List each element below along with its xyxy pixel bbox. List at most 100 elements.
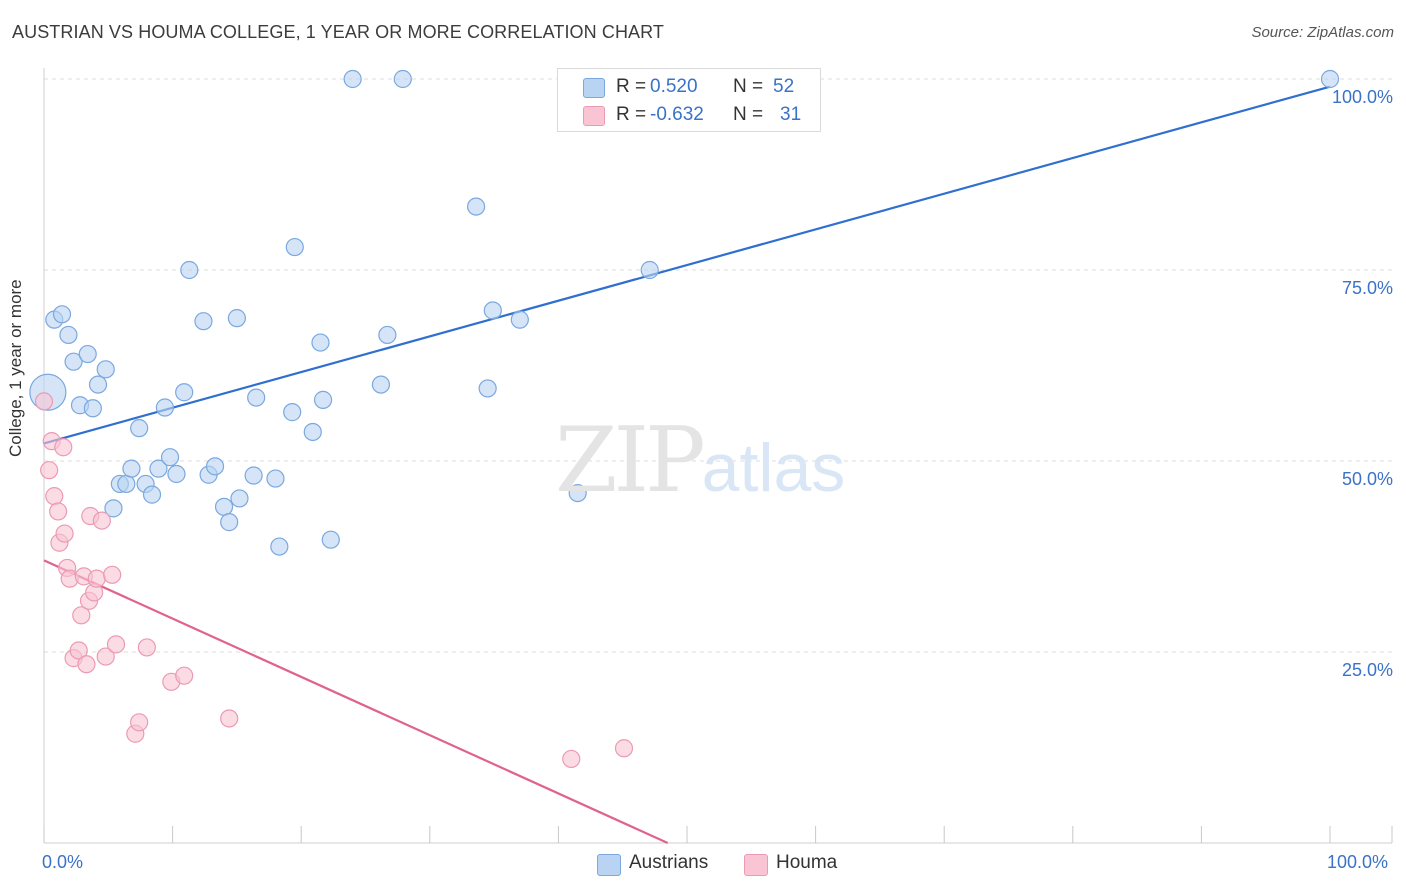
austrians-point-22 xyxy=(180,260,199,280)
r-label: R = xyxy=(616,104,647,125)
austrians-point-4 xyxy=(64,352,83,371)
y-axis-label: College, 1 year or more xyxy=(6,279,25,457)
austrians-point-8 xyxy=(88,375,108,394)
austrians-point-18 xyxy=(155,398,174,417)
houma-point-29 xyxy=(562,749,581,769)
austrians-point-20 xyxy=(167,464,186,484)
x-tick-label-0: 0.0% xyxy=(42,852,84,872)
houma-point-21 xyxy=(103,565,122,584)
austrians-point-46 xyxy=(483,301,502,320)
n-label: N = xyxy=(733,104,764,125)
austrians-point-17 xyxy=(149,459,168,478)
houma-point-14 xyxy=(77,655,96,674)
austrians-point-23 xyxy=(194,312,213,331)
austrians-swatch xyxy=(583,78,605,98)
austrians-legend-label: Austrians xyxy=(629,852,709,873)
houma-point-4 xyxy=(49,502,68,521)
y-tick-label-100: 100.0% xyxy=(1331,87,1393,107)
y-tick-label-50: 50.0% xyxy=(1341,469,1393,489)
austrians-point-35 xyxy=(285,237,304,257)
austrians-r-value: 0.520 xyxy=(650,76,698,97)
austrians-point-28 xyxy=(227,309,246,328)
houma-r-value: -0.632 xyxy=(650,104,704,125)
houma-legend-label: Houma xyxy=(776,852,838,873)
axes xyxy=(43,68,1393,844)
austrians-point-12 xyxy=(117,474,136,494)
houma-point-1 xyxy=(40,461,59,480)
austrians-point-29 xyxy=(230,489,249,508)
austrians-point-49 xyxy=(640,260,659,280)
correlation-legend: R = 0.520 N = 52 R = -0.632 N = 31 xyxy=(557,68,821,132)
austrians-point-48 xyxy=(568,483,587,503)
houma-legend-swatch xyxy=(744,854,768,876)
austrians-point-43 xyxy=(393,69,412,89)
gridlines xyxy=(44,78,1392,653)
austrians-point-37 xyxy=(311,333,330,352)
austrians-point-16 xyxy=(142,485,162,504)
houma-n-value: 31 xyxy=(780,104,802,125)
watermark: ZIPatlas xyxy=(555,408,845,513)
houma-point-19 xyxy=(92,511,111,530)
n-label: N = xyxy=(733,76,764,97)
austrians-point-9 xyxy=(96,360,115,379)
austrians-n-value: 52 xyxy=(773,76,795,97)
austrians-point-51 xyxy=(1320,69,1340,89)
houma-point-3 xyxy=(45,487,64,506)
houma-trend-line xyxy=(43,559,669,845)
x-tick-label-100: 100.0% xyxy=(1327,852,1389,872)
austrians-trend-line xyxy=(43,85,1331,445)
austrians-point-32 xyxy=(266,469,285,488)
legend-row-houma: R = -0.632 N = 31 xyxy=(558,101,820,129)
r-label: R = xyxy=(616,76,647,97)
austrians-point-25 xyxy=(205,457,225,476)
houma-point-20 xyxy=(96,647,115,666)
austrians-point-45 xyxy=(478,379,497,398)
houma-point-7 xyxy=(55,524,74,543)
austrians-point-30 xyxy=(244,466,263,485)
houma-point-11 xyxy=(69,641,88,660)
austrians-point-39 xyxy=(321,530,340,549)
austrians-point-7 xyxy=(83,399,102,418)
houma-point-0 xyxy=(34,392,54,411)
source-credit: Source: ZipAtlas.com xyxy=(1251,24,1394,41)
austrians-point-2 xyxy=(52,305,72,324)
houma-point-6 xyxy=(54,438,73,457)
houma-point-12 xyxy=(72,606,91,625)
austrians-point-42 xyxy=(378,325,397,345)
legend-row-austrians: R = 0.520 N = 52 xyxy=(558,73,820,101)
watermark-atlas: atlas xyxy=(701,430,846,506)
chart-title: AUSTRIAN VS HOUMA COLLEGE, 1 YEAR OR MOR… xyxy=(12,22,665,42)
y-tick-label-25: 25.0% xyxy=(1341,660,1393,680)
watermark-zip: ZIP xyxy=(555,408,706,513)
austrians-point-31 xyxy=(247,388,266,407)
houma-point-22 xyxy=(106,635,126,654)
houma-point-30 xyxy=(614,739,634,758)
austrians-point-44 xyxy=(466,197,486,216)
austrians-point-47 xyxy=(510,310,529,329)
austrians-point-27 xyxy=(220,513,239,532)
austrians-point-41 xyxy=(371,375,391,394)
houma-point-25 xyxy=(137,638,156,657)
austrians-point-6 xyxy=(78,344,97,364)
austrians-point-10 xyxy=(104,499,123,518)
austrians-point-33 xyxy=(270,537,289,556)
austrians-point-3 xyxy=(59,325,78,345)
austrians-point-36 xyxy=(303,422,322,442)
austrians-point-13 xyxy=(122,459,141,478)
houma-swatch xyxy=(583,106,605,126)
y-tick-label-75: 75.0% xyxy=(1341,278,1393,298)
austrians-point-34 xyxy=(283,403,302,422)
houma-point-28 xyxy=(220,709,239,728)
austrians-point-26 xyxy=(214,497,234,516)
houma-point-24 xyxy=(130,713,149,732)
houma-point-18 xyxy=(87,569,106,588)
austrians-legend-swatch xyxy=(597,854,621,876)
houma-point-27 xyxy=(175,666,194,685)
austrians-point-38 xyxy=(313,390,333,409)
austrians-point-14 xyxy=(130,419,149,438)
trend-lines xyxy=(43,85,1331,845)
austrians-point-40 xyxy=(343,69,362,89)
data-points xyxy=(29,69,1340,769)
austrians-point-19 xyxy=(160,448,180,467)
